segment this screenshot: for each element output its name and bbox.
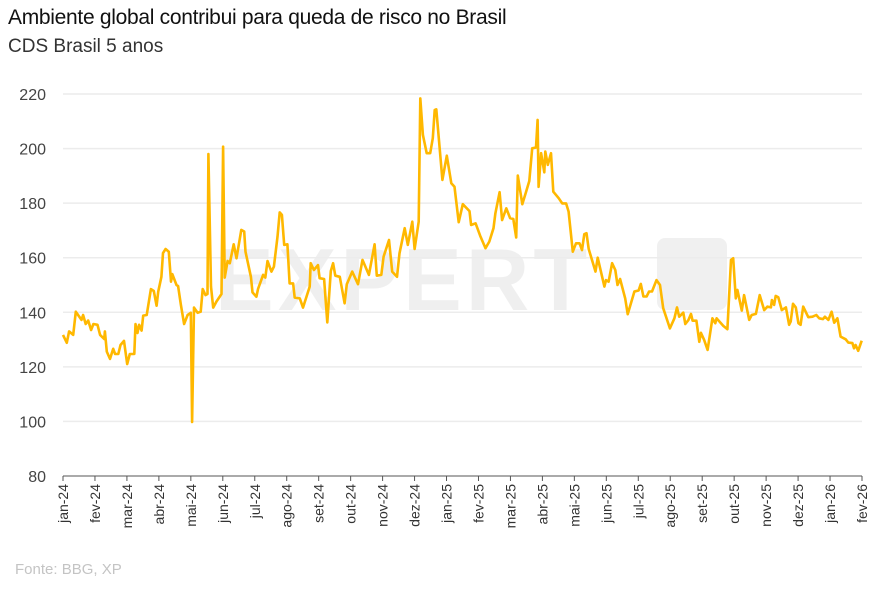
x-tick-label: fev-25 [470,484,486,523]
x-tick-label: abr-25 [534,484,550,525]
x-tick-label: nov-24 [375,484,391,527]
cds-series-line [61,97,863,424]
svg-text:EXPERT: EXPERT [215,230,591,329]
x-tick-label: ago-25 [662,484,678,528]
x-tick-label: out-25 [726,484,742,524]
y-tick-label: 140 [19,305,46,322]
x-tick-label: mar-25 [502,484,518,529]
x-tick-label: set-25 [694,484,710,523]
x-tick-label: mai-24 [183,484,199,527]
chart-subtitle: CDS Brasil 5 anos [8,36,164,57]
y-tick-label: 220 [19,87,46,104]
y-tick-label: 100 [19,414,46,431]
x-tick-label: jul-25 [630,484,646,519]
x-tick-label: ago-24 [279,484,295,528]
x-tick-label: jan-25 [439,484,455,524]
x-tick-label: fev-24 [87,484,103,523]
x-tick-label: dez-25 [790,484,806,527]
y-tick-label: 120 [19,360,46,377]
x-tick-label: fev-26 [854,484,870,523]
source-note: Fonte: BBG, XP [15,561,122,578]
x-tick-label: mai-25 [566,484,582,527]
y-tick-label: 80 [28,469,46,486]
x-tick-label: nov-25 [758,484,774,527]
x-tick-label: jun-25 [598,484,614,524]
x-tick-label: abr-24 [151,484,167,525]
chart-title: Ambiente global contribui para queda de … [8,6,507,29]
x-tick-label: dez-24 [407,484,423,527]
x-tick-label: jan-24 [55,484,71,524]
x-tick-label: jan-26 [822,484,838,524]
y-tick-label: 160 [19,251,46,268]
x-tick-label: jun-24 [215,484,231,524]
x-tick-label: set-24 [311,484,327,523]
x-tick-label: out-24 [343,484,359,524]
expert-xp-watermark: EXPERT [215,230,727,329]
y-tick-label: 180 [19,196,46,213]
x-tick-label: mar-24 [119,484,135,529]
x-tick-label: jul-24 [247,484,263,519]
y-tick-label: 200 [19,142,46,159]
